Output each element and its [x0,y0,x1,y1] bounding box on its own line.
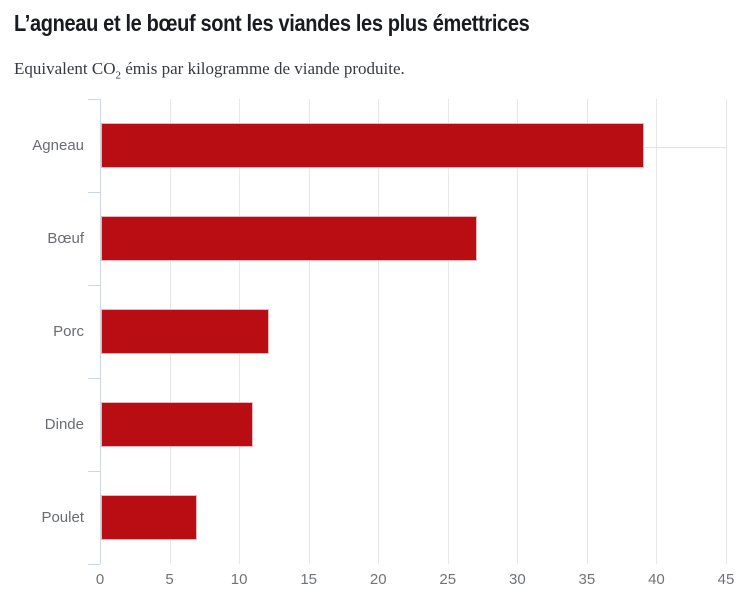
category-label: Bœuf [47,230,84,247]
x-axis-tick-label: 0 [95,571,105,588]
gridline [378,99,380,564]
gridline [517,99,519,564]
x-axis-tick-label: 10 [230,571,248,588]
chart-subtitle: Equivalent CO2 émis par kilogramme de vi… [14,59,405,81]
x-axis-tick-label: 35 [578,571,596,588]
x-axis-tick-label: 45 [717,571,735,588]
y-axis-tick [88,192,100,193]
x-axis-tick-label: 40 [648,571,665,588]
gridline [656,99,658,564]
category-label: Dinde [44,416,84,433]
gridline [586,99,588,564]
bar[interactable] [101,402,253,447]
y-axis-tick [88,564,100,565]
category-label: Poulet [41,509,84,526]
chart-title: L’agneau et le bœuf sont les viandes les… [14,10,530,36]
gridline [308,99,310,564]
bar[interactable] [101,216,477,261]
x-axis-tick-label: 30 [508,571,526,588]
bar[interactable] [101,495,197,540]
co2-subscript: 2 [115,69,122,82]
subtitle-text-suffix: émis par kilogramme de viande produite. [121,59,405,78]
gridline [447,99,449,564]
x-axis-tick-label: 5 [165,571,174,588]
y-axis-tick [88,285,100,286]
x-axis-tick-label: 15 [300,571,317,588]
y-axis-tick [88,99,100,100]
bar[interactable] [101,309,270,354]
y-axis-tick [88,378,100,379]
category-label: Agneau [32,137,84,154]
x-axis-tick-label: 20 [369,571,387,588]
y-axis-line [100,99,101,564]
bar[interactable] [101,123,644,168]
x-axis-tick-label: 25 [439,571,457,588]
plot-area: 0 5 10 15 20 25 30 35 40 45 Agneau Bœuf Porc Dinde Pou… [32,99,734,588]
subtitle-text-prefix: Equivalent CO [14,59,116,78]
gridline [726,99,727,564]
y-axis-tick [88,471,100,472]
row-midline-artifact [642,146,726,148]
category-label: Porc [53,323,84,340]
